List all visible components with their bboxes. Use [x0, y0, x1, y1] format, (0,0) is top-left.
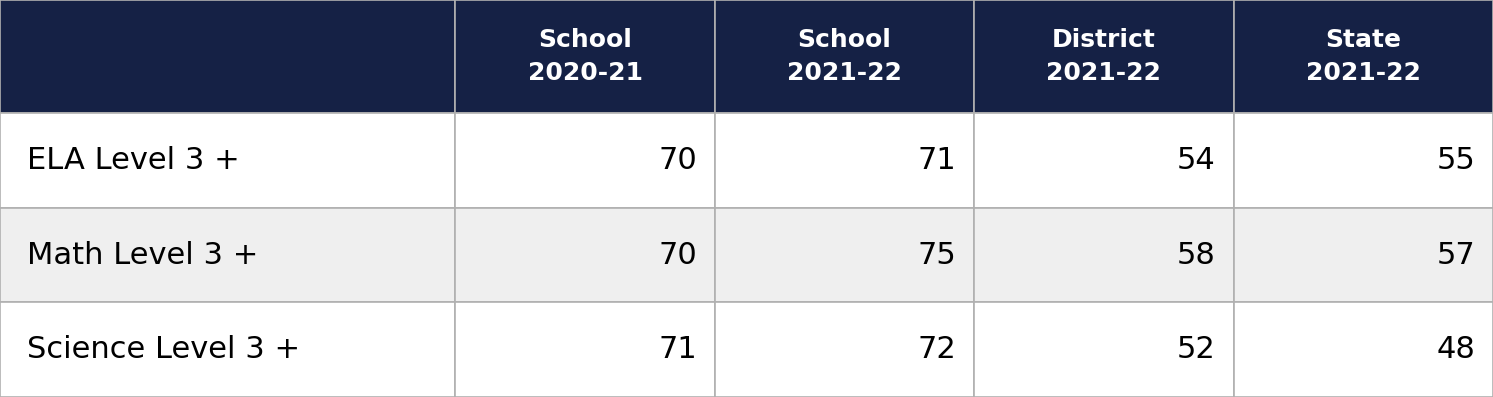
Bar: [1233, 303, 1493, 397]
Text: 48: 48: [1436, 335, 1475, 364]
Text: School
2020-21: School 2020-21: [527, 28, 642, 85]
Text: 71: 71: [918, 146, 957, 175]
Text: 55: 55: [1436, 146, 1475, 175]
Bar: [975, 208, 1233, 303]
Bar: [0, 113, 455, 208]
Bar: [0, 0, 455, 113]
Text: Math Level 3 +: Math Level 3 +: [27, 241, 258, 270]
Text: 70: 70: [658, 146, 697, 175]
Text: School
2021-22: School 2021-22: [787, 28, 902, 85]
Text: 54: 54: [1176, 146, 1215, 175]
Bar: [715, 208, 975, 303]
Text: 52: 52: [1176, 335, 1215, 364]
Text: 72: 72: [918, 335, 957, 364]
Text: 75: 75: [918, 241, 957, 270]
Bar: [455, 208, 715, 303]
Bar: [0, 208, 455, 303]
Bar: [455, 113, 715, 208]
Text: 58: 58: [1176, 241, 1215, 270]
Bar: [715, 113, 975, 208]
Bar: [715, 0, 975, 113]
Bar: [455, 303, 715, 397]
Bar: [455, 0, 715, 113]
Bar: [0, 303, 455, 397]
Text: District
2021-22: District 2021-22: [1047, 28, 1162, 85]
Bar: [1233, 113, 1493, 208]
Bar: [1233, 208, 1493, 303]
Bar: [975, 113, 1233, 208]
Text: 71: 71: [658, 335, 697, 364]
Text: Science Level 3 +: Science Level 3 +: [27, 335, 300, 364]
Bar: [975, 0, 1233, 113]
Bar: [715, 303, 975, 397]
Bar: [1233, 0, 1493, 113]
Text: State
2021-22: State 2021-22: [1306, 28, 1421, 85]
Bar: [975, 303, 1233, 397]
Text: 70: 70: [658, 241, 697, 270]
Text: 57: 57: [1436, 241, 1475, 270]
Text: ELA Level 3 +: ELA Level 3 +: [27, 146, 239, 175]
